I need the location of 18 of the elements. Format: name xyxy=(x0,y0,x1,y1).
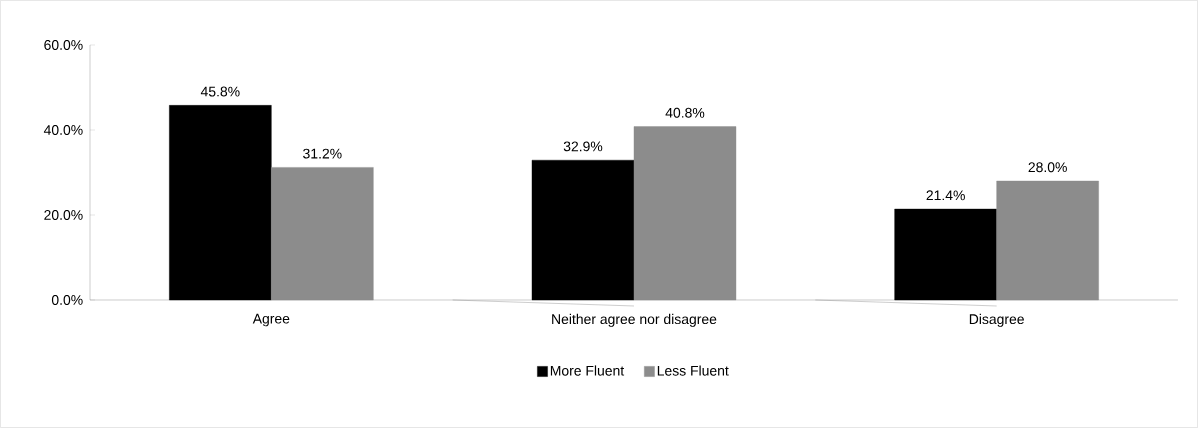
x-tick-label: Disagree xyxy=(969,313,1024,327)
x-tick-label: Agree xyxy=(252,313,290,327)
data-label: 31.2% xyxy=(303,148,342,159)
legend-label: Less Fluent xyxy=(657,365,729,376)
data-label: 32.9% xyxy=(563,141,603,152)
data-label: 40.8% xyxy=(665,107,705,118)
y-tick-label: 40.0% xyxy=(43,125,83,135)
x-tick-label: Neither agree nor disagree xyxy=(552,313,717,327)
legend-label: More Fluent xyxy=(550,365,625,376)
y-tick-label: 60.0% xyxy=(44,40,83,50)
bar xyxy=(531,159,635,301)
data-label: 45.8% xyxy=(200,86,240,97)
y-tick-label: 20.0% xyxy=(44,210,83,220)
y-tick-label: 0.0% xyxy=(51,295,83,305)
data-label: 21.4% xyxy=(926,190,965,201)
bar xyxy=(894,208,997,301)
data-label: 28.0% xyxy=(1028,162,1067,173)
bar xyxy=(169,105,272,301)
